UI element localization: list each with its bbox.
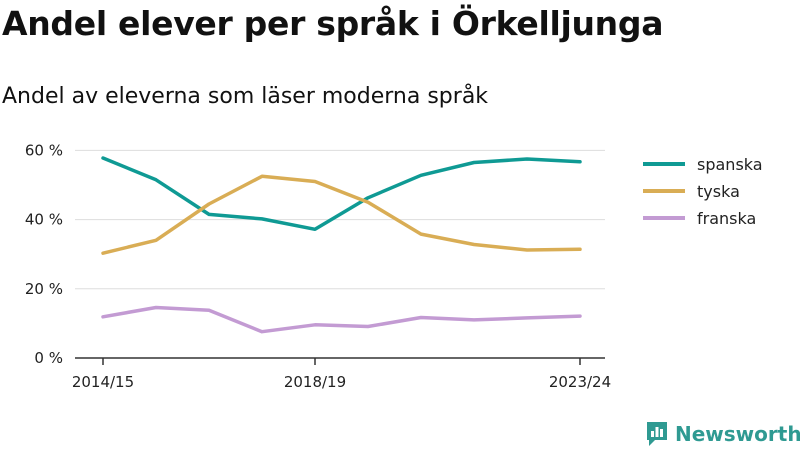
newsworthy-brand: Newsworthy: [645, 420, 800, 448]
x-tick-label: 2023/24: [549, 373, 611, 391]
gridlines: [75, 149, 605, 290]
x-tick-label: 2014/15: [72, 373, 134, 391]
chart-subtitle: Andel av eleverna som läser moderna språ…: [2, 84, 489, 109]
series-line-tyska: [101, 174, 582, 255]
brand-name: Newsworthy: [675, 422, 800, 446]
series-line-spanska: [101, 156, 582, 232]
legend-label-tyska: tyska: [697, 182, 740, 201]
legend-label-spanska: spanska: [697, 155, 763, 174]
series-lines: [101, 156, 582, 334]
x-axis: 2014/15 2018/19 2023/24: [72, 357, 611, 391]
y-tick-label: 20 %: [25, 280, 63, 298]
legend: spanska tyska franska: [643, 155, 763, 228]
x-tick-label: 2018/19: [284, 373, 346, 391]
newsworthy-logo-icon: [647, 422, 667, 446]
chart-title: Andel elever per språk i Örkelljunga: [2, 4, 664, 43]
y-tick-label: 0 %: [34, 349, 63, 367]
y-tick-label: 40 %: [25, 211, 63, 229]
legend-label-franska: franska: [697, 209, 756, 228]
y-tick-label: 60 %: [25, 141, 63, 159]
y-axis-labels: 0 % 20 % 40 % 60 %: [25, 141, 63, 367]
series-line-franska: [101, 305, 582, 334]
